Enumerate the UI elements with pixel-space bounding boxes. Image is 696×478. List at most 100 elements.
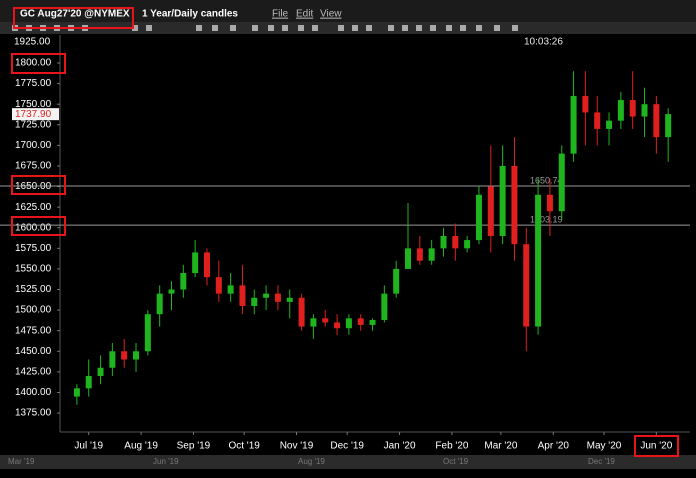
- candle-body: [535, 194, 542, 327]
- period[interactable]: 1 Year/Daily candles: [142, 9, 238, 20]
- candle-body: [133, 351, 140, 360]
- axis-top-label: 1925.00: [14, 37, 51, 48]
- candle-body: [97, 367, 104, 376]
- annotation-box: [11, 53, 66, 74]
- candle-body: [487, 186, 494, 236]
- candle-body: [428, 248, 435, 261]
- candle-body: [156, 293, 163, 315]
- annotation-box: [13, 7, 134, 29]
- x-tick-label: Oct '19: [228, 441, 260, 452]
- last-price-label: 1737.90: [15, 109, 52, 120]
- candle-body: [617, 100, 624, 121]
- candle-body: [144, 314, 151, 352]
- candle-body: [558, 153, 565, 212]
- candle-body: [475, 194, 482, 241]
- candle-body: [298, 297, 305, 327]
- x-tick-label: Jun '20: [640, 441, 672, 452]
- candle-body: [499, 165, 506, 236]
- candle-body: [369, 319, 376, 325]
- y-tick-label: 1725.00: [15, 119, 52, 130]
- y-tick-label: 1650.00: [15, 181, 52, 192]
- candle-body: [464, 240, 471, 249]
- candle-body: [121, 351, 128, 360]
- symbol[interactable]: GC Aug27'20 @NYMEX: [20, 9, 130, 20]
- level-label: 1603.19: [530, 214, 563, 224]
- candle-body: [180, 273, 187, 290]
- annotation-box: [11, 216, 66, 236]
- candle-body: [239, 285, 246, 306]
- candle-body: [594, 112, 601, 129]
- y-tick-label: 1400.00: [15, 387, 52, 398]
- x-tick-label: Dec '19: [330, 441, 364, 452]
- candle-body: [322, 318, 329, 323]
- candle-body: [274, 293, 281, 302]
- candle-body: [263, 293, 270, 298]
- candle-body: [73, 388, 80, 397]
- candle-body: [606, 120, 613, 129]
- candle-body: [286, 297, 293, 302]
- annotation-box: [11, 175, 66, 195]
- x-tick-label: May '20: [587, 441, 622, 452]
- menu-edit[interactable]: Edit: [296, 9, 313, 20]
- candle-body: [665, 114, 672, 138]
- y-tick-label: 1800.00: [15, 58, 52, 69]
- candle-body: [334, 322, 341, 329]
- y-tick-label: 1625.00: [15, 202, 52, 213]
- x-tick-label: Sep '19: [177, 441, 211, 452]
- y-tick-label: 1450.00: [15, 346, 52, 357]
- last-price-tag: [12, 108, 59, 121]
- candle-body: [440, 235, 447, 249]
- x-tick-label: Jan '20: [384, 441, 416, 452]
- x-tick-label: Mar '20: [484, 441, 517, 452]
- title-bar: [0, 0, 696, 22]
- y-tick-label: 1525.00: [15, 284, 52, 295]
- y-tick-label: 1600.00: [15, 222, 52, 233]
- candle-body: [85, 375, 92, 389]
- y-tick-label: 1675.00: [15, 161, 52, 172]
- y-tick-label: 1775.00: [15, 78, 52, 89]
- x-tick-label: Jul '19: [74, 441, 103, 452]
- y-tick-label: 1375.00: [15, 408, 52, 419]
- level-label: 1650.74: [530, 175, 563, 185]
- navigator[interactable]: [0, 455, 696, 469]
- chart: 1375.00 1400.00 1425.00 1450.00 1475.00 1500.…: [0, 58, 690, 452]
- x-tick-label: Nov '19: [280, 441, 314, 452]
- candle-body: [511, 165, 518, 245]
- candle-body: [405, 248, 412, 269]
- y-tick-label: 1750.00: [15, 99, 52, 110]
- candle-body: [357, 318, 364, 325]
- candle-body: [452, 235, 459, 249]
- icon-toolbar: [0, 22, 696, 34]
- candle-body: [582, 95, 589, 113]
- candle-body: [227, 285, 234, 294]
- candle-body: [203, 252, 210, 278]
- candle-body: [381, 293, 388, 320]
- menu-file[interactable]: File: [272, 9, 289, 20]
- navigator-label: Dec '19: [588, 457, 615, 466]
- menu-view[interactable]: View: [320, 9, 342, 20]
- candle-body: [310, 318, 317, 327]
- candle-body: [345, 318, 352, 329]
- x-tick-label: Aug '19: [124, 441, 158, 452]
- navigator-label: Aug '19: [298, 457, 325, 466]
- candle-body: [192, 252, 199, 274]
- x-tick-label: Apr '20: [538, 441, 570, 452]
- y-tick-label: 1425.00: [15, 367, 52, 378]
- annotation-box: [634, 435, 679, 457]
- candle-body: [393, 268, 400, 294]
- candle-body: [641, 104, 648, 117]
- candle-body: [416, 248, 423, 261]
- candle-body: [168, 289, 175, 294]
- candle-body: [546, 194, 553, 212]
- y-tick-label: 1500.00: [15, 305, 52, 316]
- y-tick-label: 1575.00: [15, 243, 52, 254]
- candle-body: [109, 351, 116, 368]
- x-tick-label: Feb '20: [435, 441, 468, 452]
- candle-body: [653, 104, 660, 138]
- navigator-label: Mar '19: [8, 457, 35, 466]
- candle-body: [629, 100, 636, 117]
- navigator-label: Oct '19: [443, 457, 469, 466]
- y-tick-label: 1700.00: [15, 140, 52, 151]
